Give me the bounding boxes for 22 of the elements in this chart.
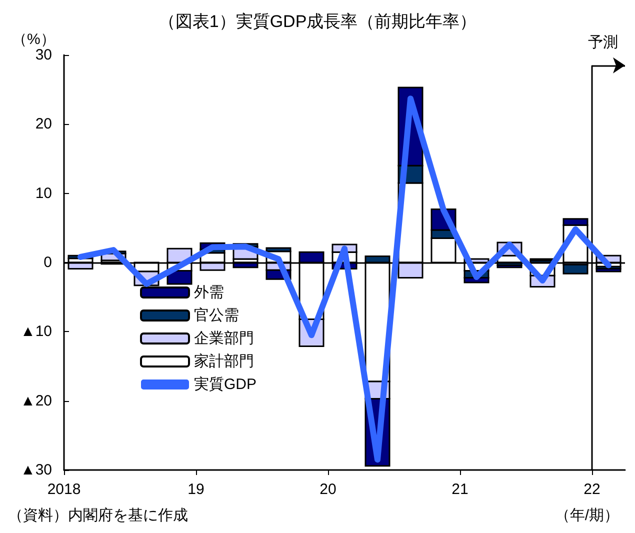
y-tick-label: 20	[35, 116, 52, 133]
x-tick-label: 21	[452, 481, 468, 498]
x-axis-title: （年/期）	[554, 507, 620, 524]
legend-label: 企業部門	[194, 330, 254, 347]
x-tick-label: 22	[584, 481, 600, 498]
legend-label: 実質GDP	[194, 376, 257, 393]
legend-label: 官公需	[194, 307, 239, 324]
y-tick-label: 30	[35, 46, 52, 64]
y-tick-label: 0	[44, 254, 52, 271]
legend-label: 外需	[194, 284, 224, 301]
ref-line-label: 予測	[588, 34, 618, 51]
x-tick-label: 19	[188, 481, 204, 498]
x-tick-label: 20	[320, 481, 336, 498]
x-tick-label: 2018	[47, 481, 81, 498]
text: （資料）内閣府を基に作成	[8, 507, 188, 524]
y-tick-label: ▲30	[20, 462, 52, 478]
legend-label: 家計部門	[194, 353, 254, 370]
y-tick-label: ▲10	[20, 323, 52, 340]
y-axis-title: （%）	[12, 31, 56, 48]
y-tick-label: ▲20	[20, 392, 52, 410]
y-tick-label: 10	[35, 184, 52, 202]
chart-title: （図表1）実質GDP成長率（前期比年率）	[158, 12, 477, 31]
